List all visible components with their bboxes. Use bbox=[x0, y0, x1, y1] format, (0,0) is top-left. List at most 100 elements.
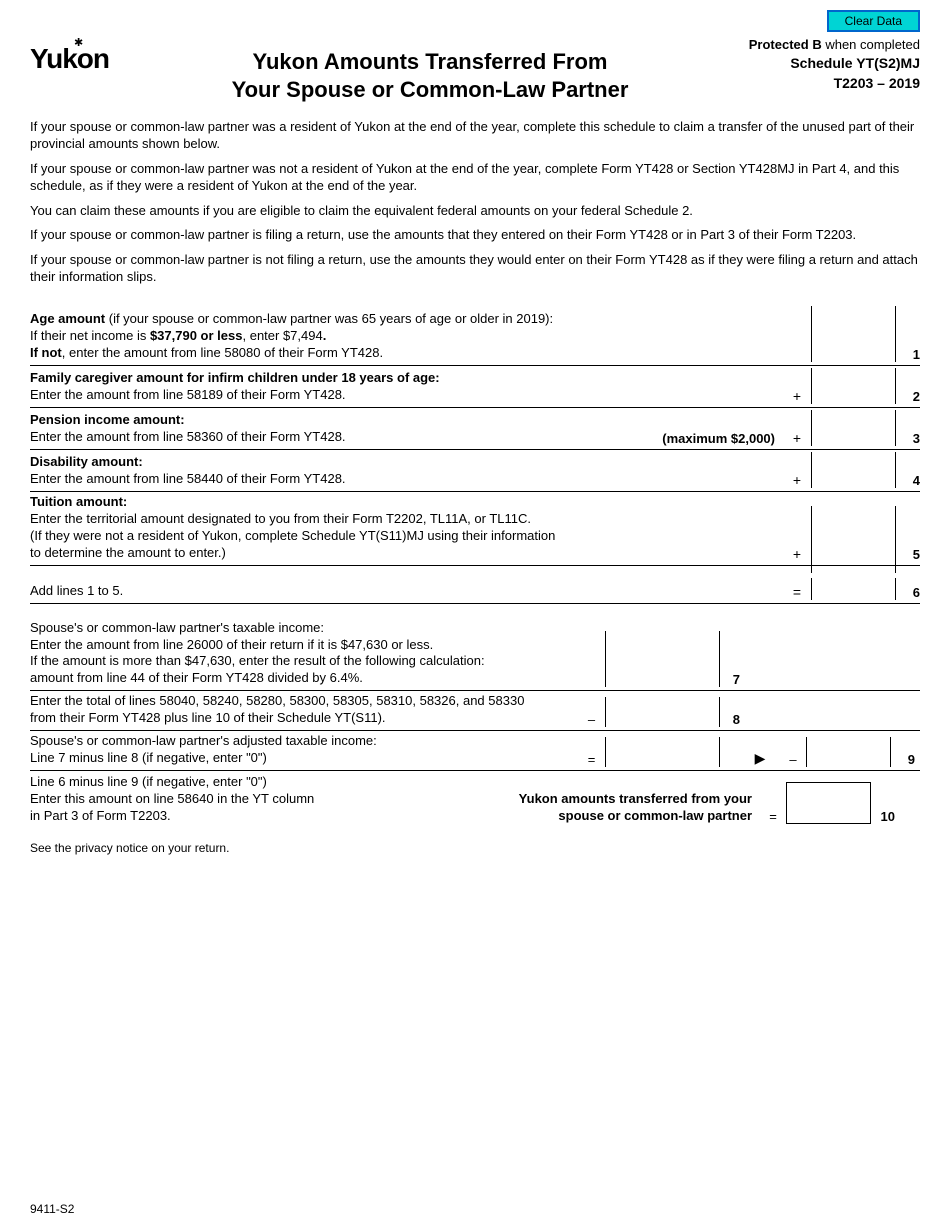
line-1b-post: , enter $7,494 bbox=[242, 328, 322, 343]
line-3-amount[interactable] bbox=[811, 410, 896, 446]
line-9-title: Spouse's or common-law partner's adjuste… bbox=[30, 733, 377, 748]
line-5-t3: to determine the amount to enter.) bbox=[30, 545, 226, 560]
line-3-num: 3 bbox=[896, 431, 920, 446]
intro-p4: If your spouse or common-law partner is … bbox=[30, 227, 920, 244]
line-7: Spouse's or common-law partner's taxable… bbox=[30, 618, 920, 692]
line-1-amount[interactable] bbox=[811, 306, 896, 362]
line-6: Add lines 1 to 5. = 6 bbox=[30, 576, 920, 604]
header-right: Protected B when completed Schedule YT(S… bbox=[720, 36, 920, 93]
form-header: ✱ Yukon Yukon Amounts Transferred From Y… bbox=[30, 36, 920, 103]
line-7-t1-bold: $47,630 or less bbox=[341, 637, 430, 652]
line-10-t2: Enter this amount on line 58640 in the Y… bbox=[30, 791, 314, 806]
line-6-text: Add lines 1 to 5. bbox=[30, 583, 123, 598]
line-9-amount-a[interactable] bbox=[605, 737, 720, 767]
line-7-title: Spouse's or common-law partner's taxable… bbox=[30, 620, 324, 635]
line-5-op: + bbox=[783, 546, 811, 562]
form-year: T2203 – 2019 bbox=[720, 74, 920, 94]
top-bar: Clear Data bbox=[30, 10, 920, 36]
line-3-title: Pension income amount: bbox=[30, 412, 185, 427]
line-9-op1: = bbox=[578, 752, 605, 767]
footer-code: 9411-S2 bbox=[30, 1202, 74, 1216]
line-7-t2-pre: If the amount is bbox=[30, 653, 123, 668]
line-7-t2-bold: more than $47,630 bbox=[123, 653, 232, 668]
line-9-amount-b[interactable] bbox=[806, 737, 891, 767]
line-8-op: – bbox=[578, 712, 605, 727]
line-9-text: Line 7 minus line 8 (if negative, enter … bbox=[30, 750, 267, 765]
line-10-label2: spouse or common-law partner bbox=[558, 808, 752, 823]
line-1b-bold: $37,790 or less bbox=[150, 328, 243, 343]
line-2-op: + bbox=[783, 388, 811, 404]
line-9-op2: – bbox=[780, 752, 806, 767]
line-1: Age amount (if your spouse or common-law… bbox=[30, 304, 920, 366]
line-10-num: 10 bbox=[871, 809, 895, 824]
logo: ✱ Yukon bbox=[30, 36, 140, 75]
line-3-op: + bbox=[783, 430, 811, 446]
line-8-amount[interactable] bbox=[605, 697, 720, 727]
intro-text: If your spouse or common-law partner was… bbox=[30, 119, 920, 286]
line-8-t2-bold: plus bbox=[164, 710, 188, 725]
line-6-amount[interactable] bbox=[811, 578, 896, 600]
schedule-code: Schedule YT(S2)MJ bbox=[720, 54, 920, 74]
line-7-t1-post: . bbox=[430, 637, 434, 652]
line-4-num: 4 bbox=[896, 473, 920, 488]
line-5-title: Tuition amount: bbox=[30, 494, 127, 509]
form-title: Yukon Amounts Transferred From Your Spou… bbox=[140, 36, 720, 103]
line-2-title: Family caregiver amount for infirm child… bbox=[30, 370, 440, 385]
line-10-t3: in Part 3 of Form T2203. bbox=[30, 808, 171, 823]
clear-data-button[interactable]: Clear Data bbox=[827, 10, 920, 32]
intro-p5: If your spouse or common-law partner is … bbox=[30, 252, 920, 286]
line-4-title: Disability amount: bbox=[30, 454, 143, 469]
line-5-t2: (If they were not a resident of Yukon, c… bbox=[30, 528, 555, 543]
line-1c-bold: If not bbox=[30, 345, 62, 360]
title-line-1: Yukon Amounts Transferred From bbox=[253, 49, 608, 74]
lines-section-2: Spouse's or common-law partner's taxable… bbox=[30, 618, 920, 828]
line-7-t1-pre: Enter the amount from line 26000 of thei… bbox=[30, 637, 341, 652]
line-3-text: Enter the amount from line 58360 of thei… bbox=[30, 429, 346, 444]
line-4-amount[interactable] bbox=[811, 452, 896, 488]
line-7-t2-post: , enter the result of the following calc… bbox=[232, 653, 485, 668]
line-8-t1: Enter the total of lines 58040, 58240, 5… bbox=[30, 693, 524, 708]
line-1-cond: (if your spouse or common-law partner wa… bbox=[105, 311, 553, 326]
line-5: Tuition amount: Enter the territorial am… bbox=[30, 492, 920, 566]
privacy-notice: See the privacy notice on your return. bbox=[30, 841, 920, 855]
line-10-t1: Line 6 minus line 9 (if negative, enter … bbox=[30, 774, 267, 789]
logo-text: Yukon bbox=[30, 43, 109, 74]
line-2-text: Enter the amount from line 58189 of thei… bbox=[30, 387, 346, 402]
line-4-op: + bbox=[783, 472, 811, 488]
line-1-num: 1 bbox=[896, 347, 920, 362]
line-8-t2-post: line 10 of their Schedule YT(S11). bbox=[188, 710, 386, 725]
line-1-title: Age amount bbox=[30, 311, 105, 326]
line-2-num: 2 bbox=[896, 389, 920, 404]
line-6-op: = bbox=[783, 584, 811, 600]
protected-when: when completed bbox=[822, 37, 920, 52]
line-9-num: 9 bbox=[891, 752, 915, 767]
intro-p3: You can claim these amounts if you are e… bbox=[30, 203, 920, 220]
form-page: Clear Data ✱ Yukon Yukon Amounts Transfe… bbox=[0, 0, 950, 1230]
line-7-t3: amount from line 44 of their Form YT428 … bbox=[30, 670, 363, 685]
line-8: Enter the total of lines 58040, 58240, 5… bbox=[30, 691, 920, 731]
line-4: Disability amount: Enter the amount from… bbox=[30, 450, 920, 492]
line-4-text: Enter the amount from line 58440 of thei… bbox=[30, 471, 346, 486]
line-1c-post: , enter the amount from line 58080 of th… bbox=[62, 345, 383, 360]
line-2-amount[interactable] bbox=[811, 368, 896, 404]
protected-label: Protected B bbox=[749, 37, 822, 52]
line-5-num: 5 bbox=[896, 547, 920, 562]
line-7-amount[interactable] bbox=[605, 631, 720, 687]
line-10-label1: Yukon amounts transferred from your bbox=[519, 791, 752, 806]
intro-p1: If your spouse or common-law partner was… bbox=[30, 119, 920, 153]
line-10-op: = bbox=[760, 809, 786, 824]
intro-p2: If your spouse or common-law partner was… bbox=[30, 161, 920, 195]
line-8-t2-pre: from their Form YT428 bbox=[30, 710, 164, 725]
line-5-t1: Enter the territorial amount designated … bbox=[30, 511, 531, 526]
line-2: Family caregiver amount for infirm child… bbox=[30, 366, 920, 408]
lines-section-1: Age amount (if your spouse or common-law… bbox=[30, 304, 920, 604]
line-7-num: 7 bbox=[720, 672, 740, 687]
line-1b-pre: If their net income is bbox=[30, 328, 150, 343]
line-9: Spouse's or common-law partner's adjuste… bbox=[30, 731, 920, 771]
line-6-num: 6 bbox=[896, 585, 920, 600]
line-8-num: 8 bbox=[720, 712, 740, 727]
line-9-arrow-icon: ▶ bbox=[740, 750, 780, 767]
line-3: Pension income amount: Enter the amount … bbox=[30, 408, 920, 450]
line-3-max: (maximum $2,000) bbox=[653, 431, 783, 446]
line-10-amount[interactable] bbox=[786, 782, 871, 824]
